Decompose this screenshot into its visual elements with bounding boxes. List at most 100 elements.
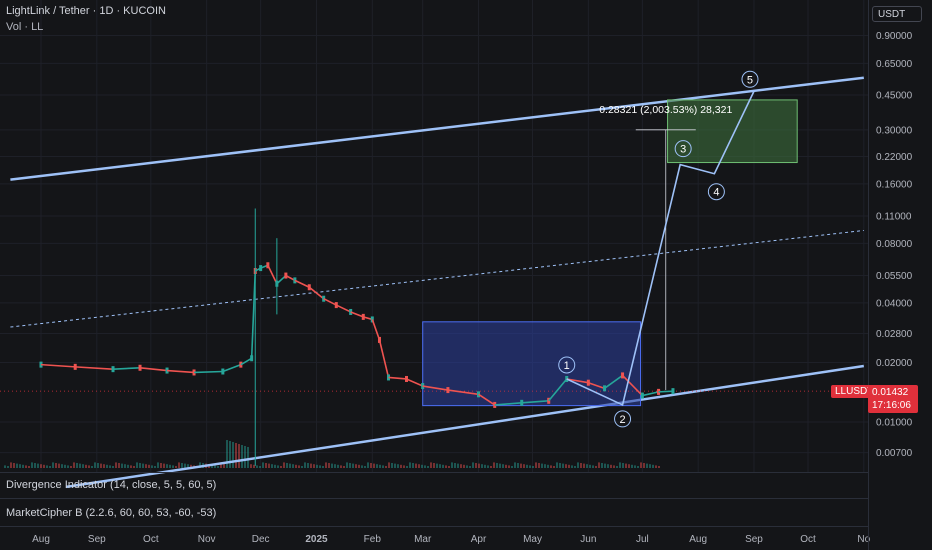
volume-bar [466, 465, 468, 468]
marketcipher-indicator-label[interactable]: MarketCipher B (2.2.6, 60, 60, 53, -60, … [6, 507, 217, 519]
volume-bar [130, 465, 132, 468]
volume-bar [226, 440, 228, 468]
volume-bar [253, 464, 255, 468]
volume-bar [43, 464, 45, 468]
volume-bar [331, 463, 333, 468]
volume-bar [109, 465, 111, 468]
price-segment [250, 270, 257, 359]
volume-legend: Vol · LL [6, 21, 44, 33]
price-segment [658, 390, 674, 393]
volume-bar [355, 464, 357, 468]
volume-bar [283, 462, 285, 468]
price-segment [521, 399, 549, 404]
volume-bar [25, 465, 27, 468]
volume-bar [496, 463, 498, 468]
volume-bar [574, 466, 576, 468]
price-segment [139, 366, 168, 372]
divergence-indicator-label[interactable]: Divergence Indicator (14, close, 5, 5, 6… [6, 479, 217, 491]
volume-bar [610, 464, 612, 468]
volume-bar [472, 462, 474, 468]
volume-bar [397, 464, 399, 468]
volume-bar [529, 465, 531, 468]
volume-bar [61, 464, 63, 468]
price-segment [422, 385, 449, 391]
volume-bar [232, 442, 234, 468]
wave-label-circle [614, 410, 632, 428]
x-tick-label: Feb [364, 534, 382, 545]
target-box [667, 99, 798, 164]
volume-bar [169, 464, 171, 468]
volume-bar [307, 463, 309, 468]
volume-bar [406, 466, 408, 468]
currency-button[interactable]: USDT [872, 6, 922, 22]
volume-bar [364, 466, 366, 468]
price-segment [166, 369, 195, 374]
volume-bar [643, 463, 645, 468]
volume-bar [88, 465, 90, 468]
volume-bar [274, 464, 276, 468]
last-price-value: 0.01432 [872, 387, 909, 398]
volume-bar [31, 462, 33, 468]
volume-bar [22, 464, 24, 468]
volume-bar [37, 463, 39, 468]
volume-bar [382, 465, 384, 468]
volume-bar [13, 463, 15, 468]
volume-bar [655, 465, 657, 468]
y-tick-label: 0.22000 [876, 152, 913, 163]
volume-bar [547, 464, 549, 468]
volume-bar [349, 463, 351, 468]
pane-separator-2[interactable] [0, 498, 868, 499]
volume-bar [592, 465, 594, 468]
volume-bar [436, 463, 438, 468]
volume-bar [604, 463, 606, 468]
volume-bar [433, 463, 435, 468]
volume-bar [619, 462, 621, 468]
y-tick-label: 0.16000 [876, 179, 913, 190]
volume-bar [514, 462, 516, 468]
x-tick-label: Aug [689, 534, 707, 545]
volume-bar [628, 464, 630, 468]
volume-bar [148, 464, 150, 468]
volume-bar [106, 464, 108, 468]
price-segment [350, 311, 364, 318]
volume-bar [352, 463, 354, 468]
volume-bar [511, 466, 513, 468]
volume-bar [103, 464, 105, 468]
price-segment [240, 357, 253, 366]
volume-bar [484, 464, 486, 468]
volume-bar [142, 463, 144, 468]
volume-bar [127, 464, 129, 468]
volume-bar [532, 466, 534, 468]
volume-bar [112, 466, 114, 468]
time-axis[interactable]: Aug Sep Oct Nov Dec 2025 Feb Mar Apr May Jun Jul Aug… [32, 534, 871, 545]
volume-bar [652, 464, 654, 468]
volume-bar [475, 463, 477, 468]
y-tick-label: 0.04000 [876, 298, 913, 309]
price-axis[interactable]: 0.90000 0.65000 0.45000 0.30000 0.22000 0.160… [876, 31, 913, 459]
volume-bar [115, 462, 117, 468]
volume-bar [562, 463, 564, 468]
price-segment [642, 391, 659, 397]
volume-bar [358, 464, 360, 468]
volume-bar [220, 462, 222, 468]
volume-bar [247, 447, 249, 468]
pane-separator-1[interactable] [0, 472, 868, 473]
price-segment [276, 274, 287, 285]
price-segment [378, 339, 390, 378]
bar-countdown: 17:16:06 [872, 400, 911, 411]
price-segment [194, 370, 223, 374]
volume-bar [211, 464, 213, 468]
volume-bar [481, 464, 483, 468]
x-tick-label: Dec [252, 534, 270, 545]
volume-bar [505, 464, 507, 468]
volume-bar [517, 463, 519, 468]
volume-bars [4, 440, 660, 468]
y-tick-label: 0.01000 [876, 418, 913, 429]
volume-bar [499, 463, 501, 468]
volume-bar [559, 463, 561, 468]
x-tick-label: Mar [414, 534, 432, 545]
volume-bar [10, 462, 12, 468]
y-tick-label: 0.02000 [876, 358, 913, 369]
volume-bar [79, 463, 81, 468]
